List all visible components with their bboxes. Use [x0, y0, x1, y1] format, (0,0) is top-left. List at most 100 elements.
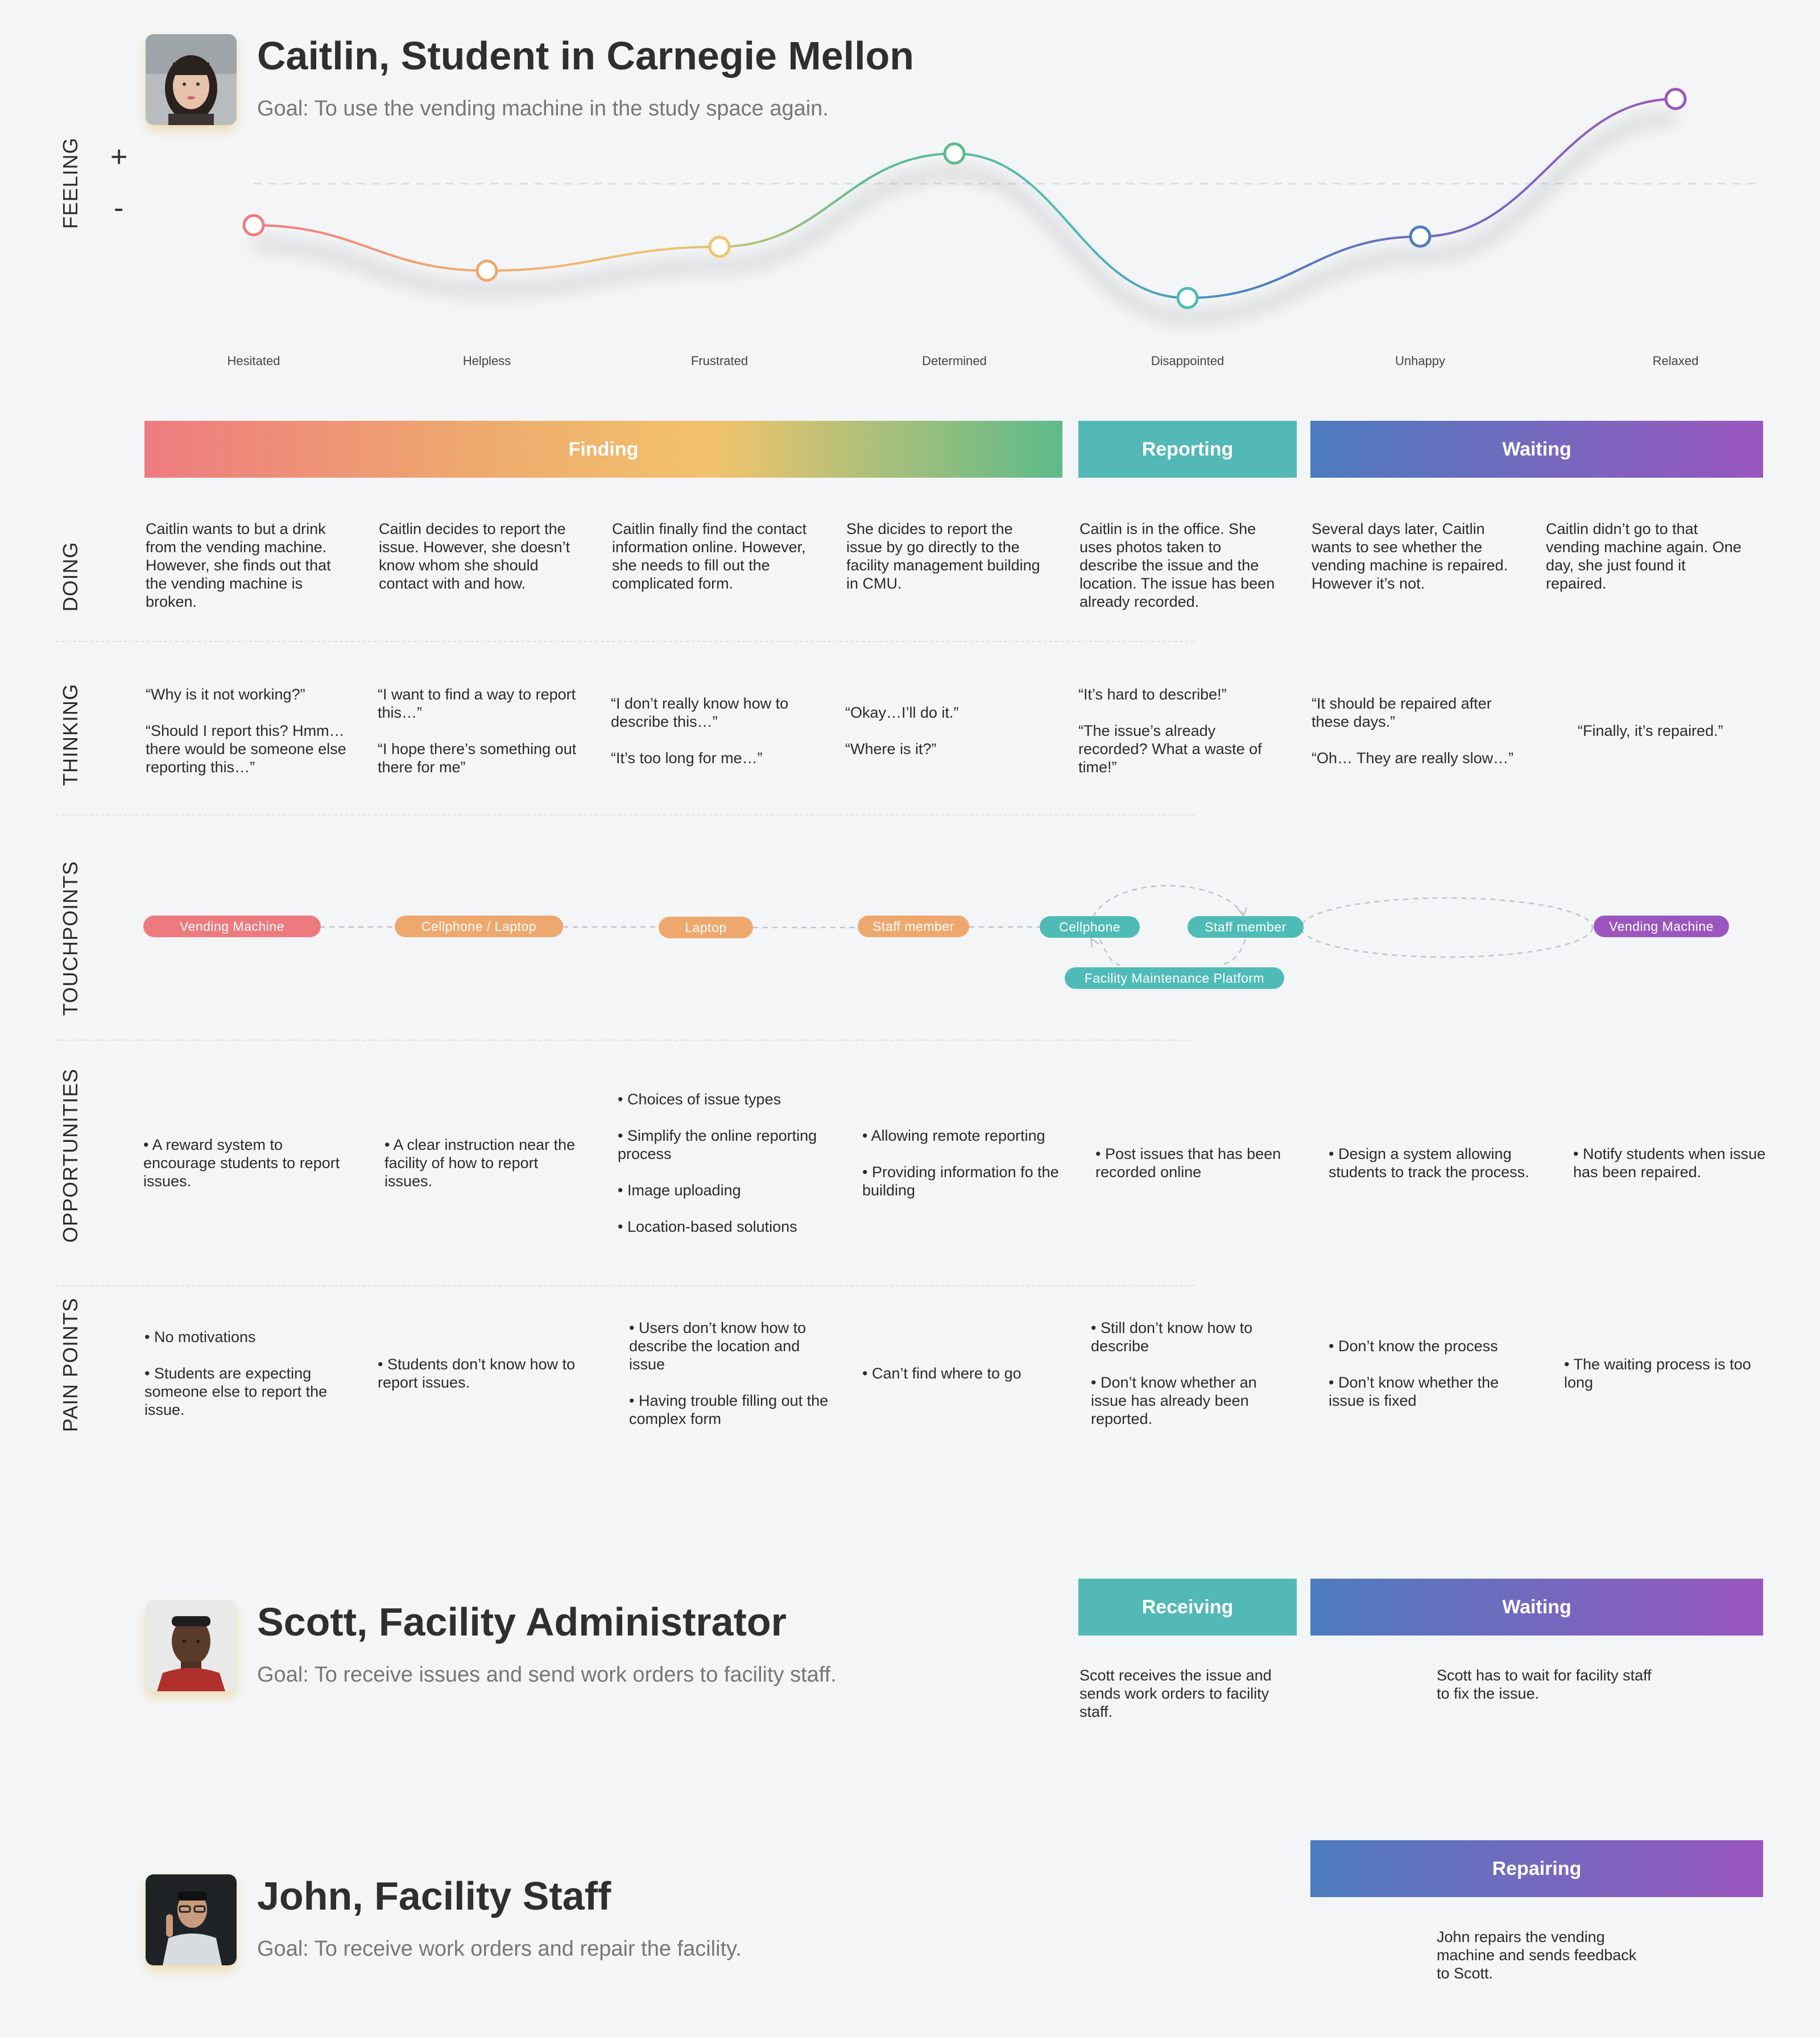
opportunity-item: • Providing information fo the building: [862, 1164, 1059, 1199]
pain-point-item: • Having trouble filling out the complex…: [629, 1392, 829, 1427]
doing-cell: Caitlin decides to report the issue. How…: [379, 520, 570, 592]
john-repairing-text: John repairs the vending machine and sen…: [1437, 1928, 1637, 1982]
scott-avatar: [146, 1600, 237, 1691]
doing-cell: Caitlin finally find the contact informa…: [612, 520, 807, 592]
thinking-cell: “It should be repaired after these days.…: [1312, 648, 1515, 813]
stage-repairing: Repairing: [1310, 1840, 1763, 1897]
feeling-point-frustrated: [708, 235, 731, 258]
touchpoint-staff-member-office: Staff member: [1188, 916, 1304, 938]
feeling-label-hesitated: Hesitated: [227, 354, 280, 368]
opportunity-cell: • Choices of issue types • Simplify the …: [618, 1046, 821, 1280]
scott-title: Scott, Facility Administrator: [257, 1600, 787, 1644]
feeling-point-determined: [943, 142, 966, 165]
pain-point-item: • Students are expecting someone else to…: [144, 1365, 328, 1418]
caitlin-title: Caitlin, Student in Carnegie Mellon: [257, 34, 915, 78]
pain-point-item: • Still don’t know how to describe: [1091, 1319, 1253, 1355]
feeling-curve-chart: [242, 88, 1763, 324]
feeling-point-helpless: [475, 259, 498, 282]
caitlin-avatar: [146, 34, 237, 125]
opportunity-item: • A clear instruction near the facility …: [384, 1136, 576, 1190]
touchpoint-laptop: Laptop: [659, 917, 753, 938]
opportunity-cell: • Allowing remote reporting • Providing …: [862, 1046, 1066, 1280]
feeling-curve-line: [253, 98, 1676, 300]
thinking-quote: “Why is it not working?”: [146, 686, 305, 703]
pain-point-cell: • Can’t find where to go: [862, 1297, 1066, 1450]
thinking-quote: “Oh… They are really slow…”: [1312, 750, 1514, 767]
feeling-label-frustrated: Frustrated: [690, 354, 748, 368]
opportunity-cell: • A reward system to encourage students …: [143, 1046, 347, 1280]
thinking-cell: “I don’t really know how to describe thi…: [611, 648, 814, 813]
thinking-cell: “I want to find a way to report this…” “…: [378, 648, 581, 813]
row-divider: [56, 814, 1194, 815]
john-title: John, Facility Staff: [257, 1874, 611, 1918]
pain-point-item: • Don’t know the process: [1329, 1338, 1498, 1355]
pain-point-cell: • No motivations • Students are expectin…: [144, 1297, 348, 1450]
feeling-plus-sign: +: [110, 140, 128, 173]
scott-waiting-text: Scott has to wait for facility staff to …: [1437, 1667, 1652, 1702]
thinking-row-label: THINKING: [59, 683, 82, 786]
opportunities-row-label: OPPORTUNITIES: [59, 1068, 82, 1243]
touchpoint-staff-member: Staff member: [858, 916, 969, 937]
feeling-point-relaxed: [1664, 88, 1687, 110]
pain-point-item: • Don’t know whether an issue has alread…: [1091, 1374, 1257, 1427]
thinking-cell: “It’s hard to describe!” “The issue’s al…: [1078, 648, 1282, 813]
opportunity-item: • Post issues that has been recorded onl…: [1095, 1145, 1281, 1181]
opportunity-item: • Choices of issue types: [618, 1091, 781, 1108]
thinking-quote: “Okay…I’ll do it.”: [845, 704, 959, 721]
pain-point-cell: • Users don’t know how to describe the l…: [629, 1297, 833, 1450]
thinking-quote: “Should I report this? Hmm… there would …: [146, 722, 346, 776]
opportunity-cell: • A clear instruction near the facility …: [384, 1046, 588, 1280]
opportunity-cell: • Design a system allowing students to t…: [1329, 1046, 1532, 1280]
doing-cell: Caitlin didn’t go to that vending machin…: [1546, 520, 1742, 592]
opportunity-item: • A reward system to encourage students …: [143, 1136, 340, 1190]
doing-cell: Several days later, Caitlin wants to see…: [1312, 520, 1508, 592]
pain-point-cell: • The waiting process is too long: [1564, 1297, 1768, 1450]
pain-point-item: • Can’t find where to go: [862, 1365, 1021, 1382]
caitlin-goal: Goal: To use the vending machine in the …: [257, 97, 829, 121]
touchpoint-vending-machine: Vending Machine: [143, 916, 321, 937]
pain-point-cell: • Still don’t know how to describe • Don…: [1091, 1297, 1294, 1450]
feeling-curve-shadow: [253, 112, 1676, 324]
pain-point-item: • Students don’t know how to report issu…: [378, 1356, 576, 1391]
stage-receiving: Receiving: [1078, 1579, 1297, 1636]
thinking-quote: “Finally, it’s repaired.”: [1578, 722, 1723, 739]
john-goal: Goal: To receive work orders and repair …: [257, 1937, 742, 1961]
scott-goal: Goal: To receive issues and send work or…: [257, 1663, 837, 1687]
touchpoint-cellphone: Cellphone: [1040, 916, 1140, 938]
stage-waiting: Waiting: [1310, 421, 1763, 478]
row-divider: [56, 1285, 1194, 1286]
stage-reporting: Reporting: [1078, 421, 1297, 478]
thinking-cell: “Finally, it’s repaired.”: [1578, 648, 1781, 813]
row-divider: [56, 1040, 1194, 1041]
feeling-label-helpless: Helpless: [462, 354, 511, 368]
thinking-quote: “It should be repaired after these days.…: [1312, 695, 1492, 730]
pain-point-cell: • Don’t know the process • Don’t know wh…: [1329, 1297, 1532, 1450]
doing-row-label: DOING: [59, 541, 82, 612]
touchpoint-cellphone-laptop: Cellphone / Laptop: [395, 916, 563, 937]
thinking-quote: “I hope there’s something out there for …: [378, 740, 577, 776]
feeling-minus-sign: -: [114, 192, 124, 225]
thinking-quote: “I don’t really know how to describe thi…: [611, 695, 789, 730]
thinking-quote: “It’s hard to describe!”: [1078, 686, 1227, 703]
stage-scott-waiting: Waiting: [1310, 1579, 1763, 1636]
pain-point-item: • The waiting process is too long: [1564, 1356, 1751, 1391]
feeling-label-unhappy: Unhappy: [1395, 354, 1446, 368]
feeling-label-relaxed: Relaxed: [1652, 354, 1699, 368]
opportunity-item: • Simplify the online reporting process: [618, 1127, 817, 1162]
thinking-quote: “It’s too long for me…”: [611, 750, 763, 767]
opportunity-item: • Image uploading: [618, 1182, 741, 1199]
touchpoint-connectors: [320, 885, 1594, 967]
touchpoint-facility-platform: Facility Maintenance Platform: [1065, 967, 1284, 989]
scott-receiving-text: Scott receives the issue and sends work …: [1079, 1667, 1272, 1720]
feeling-label-disappointed: Disappointed: [1151, 354, 1225, 368]
opportunity-cell: • Post issues that has been recorded onl…: [1095, 1046, 1299, 1280]
thinking-quote: “The issue’s already recorded? What a wa…: [1078, 722, 1262, 776]
feeling-point-unhappy: [1409, 225, 1432, 248]
opportunity-item: • Design a system allowing students to t…: [1329, 1145, 1529, 1181]
feeling-label-determined: Determined: [922, 354, 987, 368]
row-divider: [56, 641, 1194, 642]
touchpoint-vending-machine-end: Vending Machine: [1594, 916, 1729, 937]
opportunity-item: • Notify students when issue has been re…: [1573, 1145, 1766, 1181]
john-avatar: [146, 1874, 237, 1965]
feeling-point-hesitated: [242, 214, 265, 237]
